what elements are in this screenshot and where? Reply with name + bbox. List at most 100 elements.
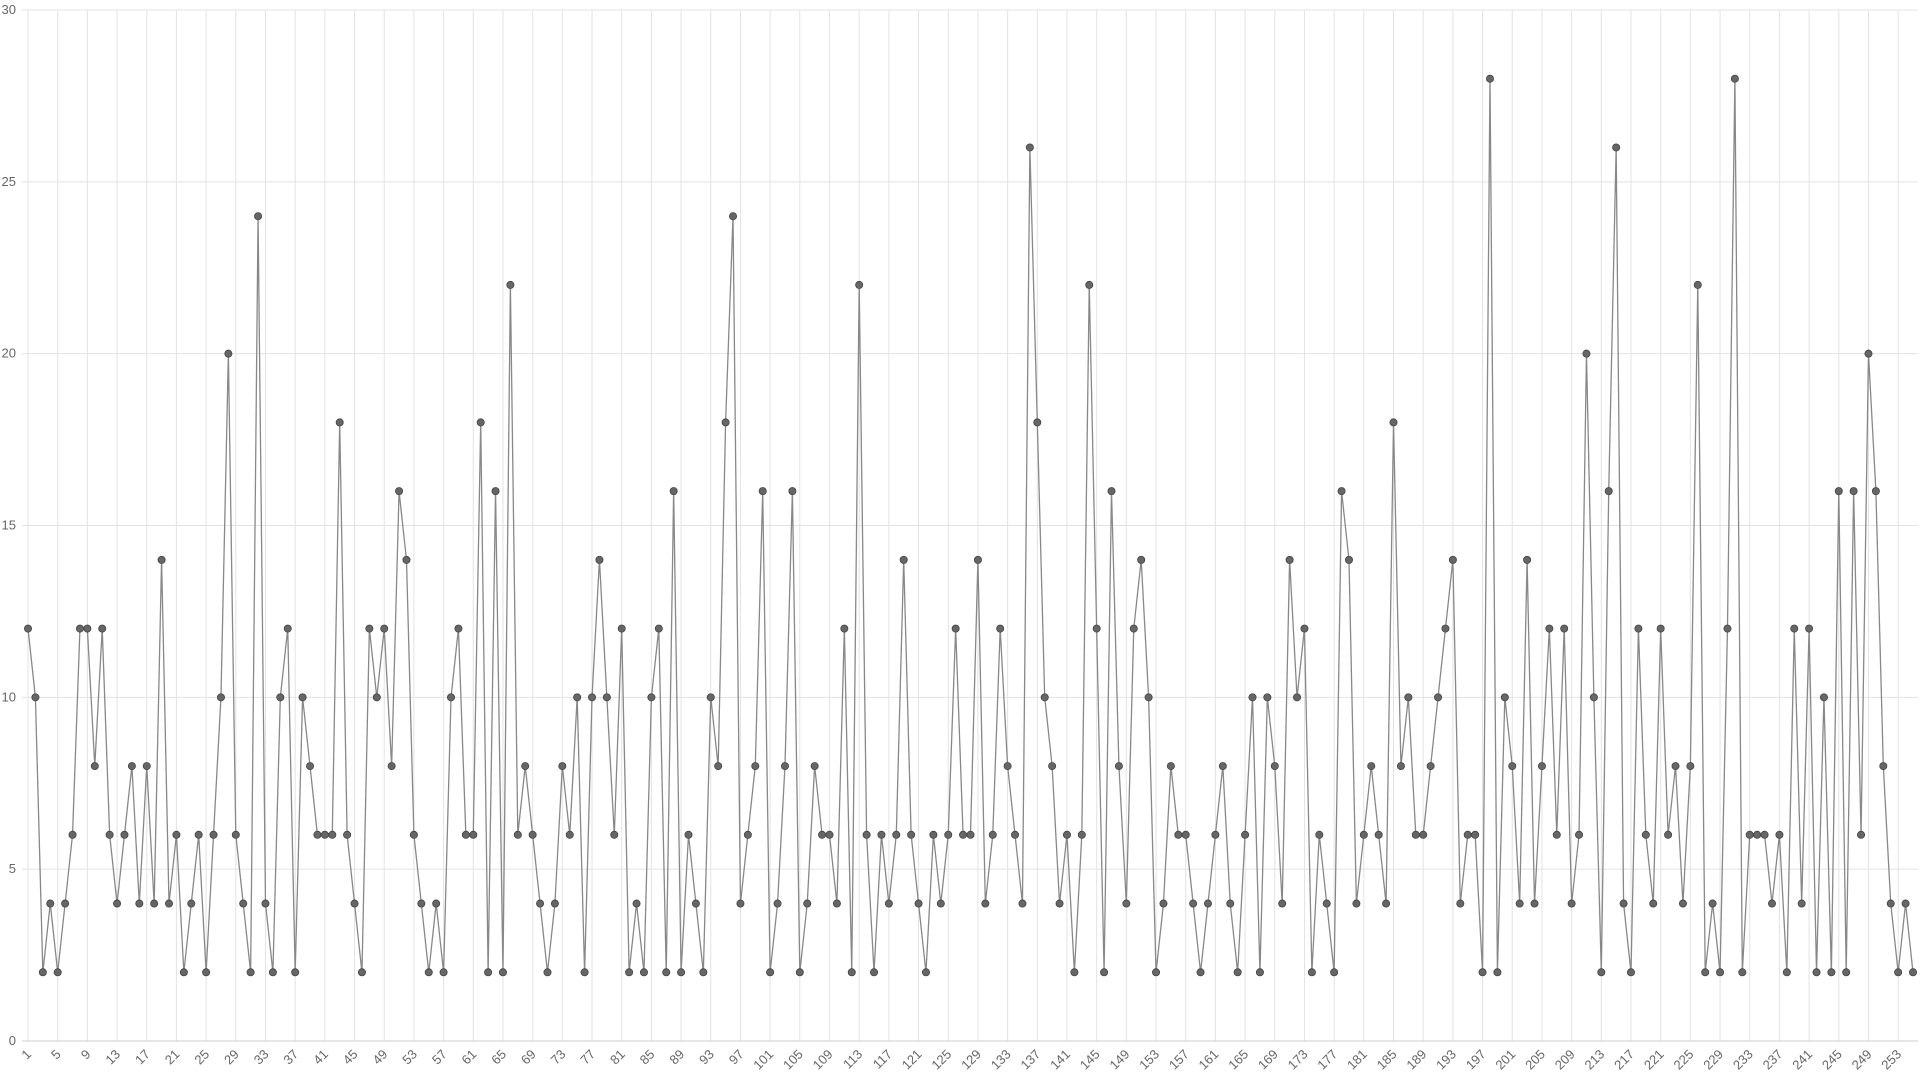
x-tick-label: 37 (280, 1047, 301, 1068)
point (1767, 899, 1776, 908)
point (365, 624, 374, 633)
point (1523, 555, 1532, 564)
point (1448, 555, 1457, 564)
point (714, 762, 723, 771)
point (617, 624, 626, 633)
point (1270, 762, 1279, 771)
point (283, 624, 292, 633)
point (1315, 830, 1324, 839)
x-tick-label: 221 (1641, 1047, 1667, 1073)
x-tick-label: 169 (1255, 1047, 1281, 1073)
x-tick-label: 69 (518, 1047, 539, 1068)
point (1293, 693, 1302, 702)
point (536, 899, 545, 908)
point (343, 830, 352, 839)
point (1560, 624, 1569, 633)
point (1114, 762, 1123, 771)
x-tick-label: 17 (132, 1047, 153, 1068)
x-tick-label: 77 (577, 1047, 598, 1068)
point (417, 899, 426, 908)
x-tick-label: 25 (191, 1047, 212, 1068)
point (951, 624, 960, 633)
point (1493, 968, 1502, 977)
point (409, 830, 418, 839)
x-tick-label: 153 (1136, 1047, 1162, 1073)
x-tick-label: 73 (548, 1047, 569, 1068)
point (639, 968, 648, 977)
point (1686, 762, 1695, 771)
point (1849, 487, 1858, 496)
x-tick-label: 101 (750, 1047, 776, 1073)
point (1485, 74, 1494, 83)
x-tick-label: 205 (1522, 1047, 1548, 1073)
x-tick-label: 117 (870, 1047, 895, 1072)
point (1730, 74, 1739, 83)
point (1582, 349, 1591, 358)
point (1278, 899, 1287, 908)
point (899, 555, 908, 564)
point (469, 830, 478, 839)
point (461, 830, 470, 839)
y-tick-label: 10 (2, 689, 16, 704)
point (1122, 899, 1131, 908)
point (150, 899, 159, 908)
point (1738, 968, 1747, 977)
point (1382, 899, 1391, 908)
point (1092, 624, 1101, 633)
point (1307, 968, 1316, 977)
point (1894, 968, 1903, 977)
point (61, 899, 70, 908)
point (825, 830, 834, 839)
point (1374, 830, 1383, 839)
point (1745, 830, 1754, 839)
point (1241, 830, 1250, 839)
point (120, 830, 129, 839)
x-tick-label: 21 (162, 1047, 183, 1068)
point (1159, 899, 1168, 908)
point (357, 968, 366, 977)
point (1040, 693, 1049, 702)
x-tick-label: 81 (607, 1047, 628, 1068)
point (988, 830, 997, 839)
point (706, 693, 715, 702)
point (751, 762, 760, 771)
x-tick-label: 113 (840, 1047, 865, 1072)
y-tick-label: 15 (2, 518, 16, 533)
point (46, 899, 55, 908)
point (1716, 968, 1725, 977)
x-tick-label: 133 (988, 1047, 1014, 1073)
point (298, 693, 307, 702)
point (1389, 418, 1398, 427)
point (1819, 693, 1828, 702)
point (498, 968, 507, 977)
point (1144, 693, 1153, 702)
point (216, 693, 225, 702)
point (966, 830, 975, 839)
point (870, 968, 879, 977)
point (142, 762, 151, 771)
point (83, 624, 92, 633)
point (558, 762, 567, 771)
point (1671, 762, 1680, 771)
point (261, 899, 270, 908)
point (231, 830, 240, 839)
point (1344, 555, 1353, 564)
point (1033, 418, 1042, 427)
point (1909, 968, 1918, 977)
point (105, 830, 114, 839)
point (1181, 830, 1190, 839)
point (1048, 762, 1057, 771)
point (1656, 624, 1665, 633)
point (914, 899, 923, 908)
point (53, 968, 62, 977)
x-tick-label: 121 (899, 1047, 925, 1073)
point (654, 624, 663, 633)
point (1337, 487, 1346, 496)
point (202, 968, 211, 977)
point (1812, 968, 1821, 977)
point (862, 830, 871, 839)
point (1693, 280, 1702, 289)
point (432, 899, 441, 908)
point (1901, 899, 1910, 908)
point (38, 968, 47, 977)
